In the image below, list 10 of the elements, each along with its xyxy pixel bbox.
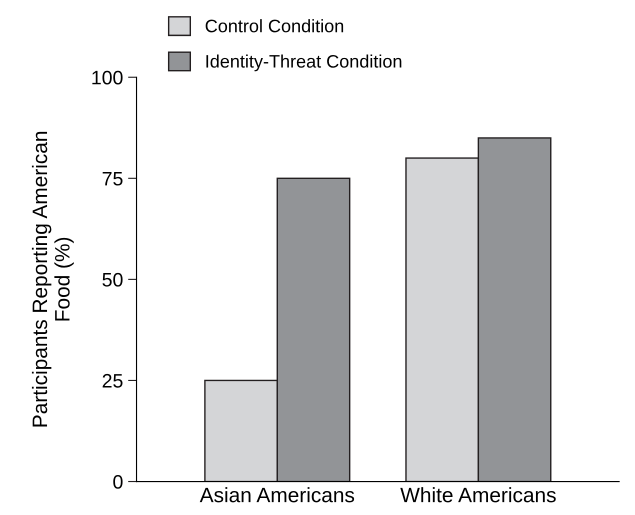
y-tick-label: 25 — [102, 374, 123, 388]
legend-label: Identity-Threat Condition — [206, 54, 402, 72]
y-tick-label: 50 — [102, 272, 123, 287]
y-tick-label: 0 — [113, 474, 123, 489]
y-axis-title: Participants Reporting American Food (%) — [32, 132, 74, 426]
y-tick-label: 100 — [92, 70, 123, 84]
legend-label: Control Condition — [206, 19, 344, 32]
y-tick-label: 75 — [102, 172, 123, 186]
x-tick-label: Asian Americans — [200, 487, 354, 502]
x-tick-label: White Americans — [400, 487, 556, 502]
